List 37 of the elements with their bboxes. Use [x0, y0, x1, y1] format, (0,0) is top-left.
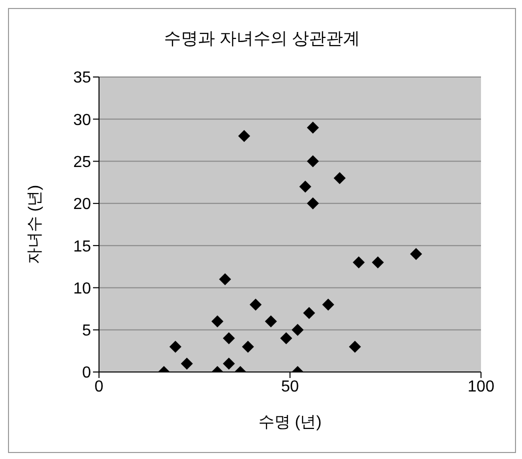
point	[322, 298, 334, 311]
point	[238, 130, 250, 142]
y-tick-label: 10	[73, 280, 92, 298]
y-tick-label: 20	[73, 196, 92, 214]
point	[211, 315, 224, 328]
point	[169, 340, 182, 353]
point	[219, 273, 232, 286]
y-tick-label: 5	[82, 322, 92, 340]
point	[352, 256, 365, 268]
point	[280, 332, 292, 344]
point	[410, 248, 422, 260]
point	[303, 307, 316, 319]
point	[292, 324, 304, 336]
point	[306, 122, 319, 134]
point	[222, 332, 235, 344]
x-tick-label: 50	[281, 378, 299, 396]
y-tick-label: 15	[73, 238, 92, 256]
y-tick-label: 25	[73, 154, 92, 171]
x-tick-label: 100	[468, 378, 494, 396]
point	[334, 172, 346, 184]
point	[242, 340, 254, 353]
y-axis-title: 자녀수 (년)	[26, 184, 44, 264]
point	[372, 256, 384, 268]
point	[299, 180, 312, 193]
point	[180, 358, 193, 370]
point	[348, 340, 361, 353]
point	[306, 197, 319, 210]
point	[306, 155, 319, 168]
y-tick-label: 35	[73, 70, 92, 87]
point	[250, 298, 262, 311]
x-axis-title: 수명 (년)	[258, 414, 322, 431]
point	[264, 315, 277, 328]
y-tick-label: 0	[82, 364, 92, 382]
x-tick-label: 0	[94, 378, 104, 396]
point	[222, 358, 235, 370]
y-tick-label: 30	[73, 112, 92, 129]
chart-title: 수명과 자녀수의 상관관계	[162, 28, 362, 50]
